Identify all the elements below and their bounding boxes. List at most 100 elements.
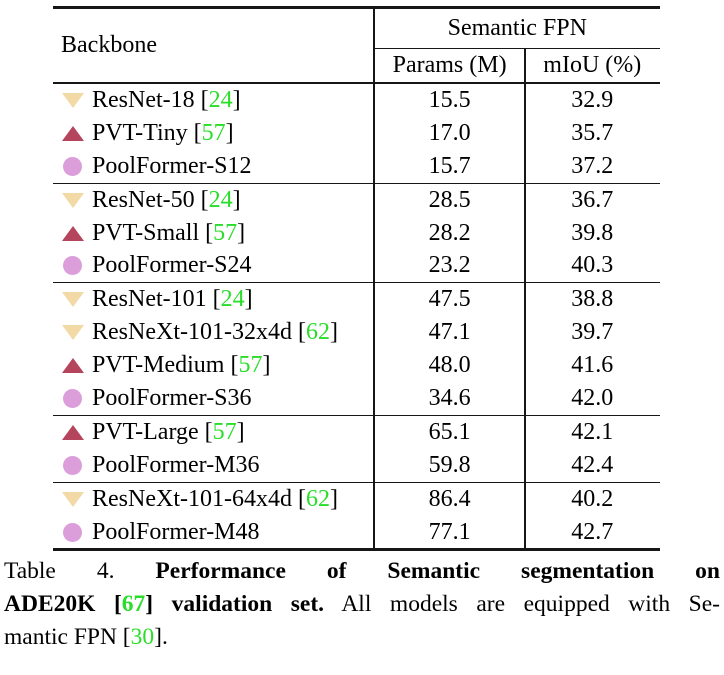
backbone-label: PoolFormer-M48 xyxy=(92,518,260,545)
backbone-cell: ResNet-18 [24] xyxy=(53,87,375,114)
backbone-label: PVT-Medium [57] xyxy=(92,352,271,379)
table-row: ResNet-18 [24] 15.5 32.9 xyxy=(53,84,660,117)
table-row: PVT-Large [57] 65.1 42.1 xyxy=(53,416,660,449)
backbone-label: PVT-Small [57] xyxy=(92,219,246,246)
semantic-fpn-column-group: Semantic FPN Params (M) mIoU (%) xyxy=(374,9,660,82)
miou-value: 38.8 xyxy=(571,286,614,313)
caption-bold-title: Performance of Semantic segmentation on xyxy=(155,558,720,585)
params-value: 65.1 xyxy=(428,418,471,445)
circle-icon xyxy=(60,255,85,277)
backbone-label: PoolFormer-S36 xyxy=(92,384,252,411)
backbone-cell: PVT-Small [57] xyxy=(53,220,375,247)
backbone-label: ResNeXt-101-64x4d [62] xyxy=(92,485,338,512)
backbone-cell: PoolFormer-S36 xyxy=(53,385,375,412)
params-value: 47.5 xyxy=(428,286,471,313)
table-row: PoolFormer-M48 77.1 42.7 xyxy=(53,516,660,549)
backbone-label: ResNet-101 [24] xyxy=(92,286,253,313)
model-group: ResNet-101 [24] 47.5 38.8 ResNeXt-101-32… xyxy=(53,283,660,416)
caption-line-3: mantic FPN [30]. xyxy=(4,621,720,654)
triangle-down-icon xyxy=(60,322,85,344)
citation-link[interactable]: 57 xyxy=(212,418,237,445)
table-body: ResNet-18 [24] 15.5 32.9 PVT-Tiny [57] 1… xyxy=(53,84,660,548)
circle-icon xyxy=(60,454,85,476)
params-value: 47.1 xyxy=(428,319,471,346)
backbone-cell: PVT-Medium [57] xyxy=(53,352,375,379)
backbone-cell: ResNeXt-101-32x4d [62] xyxy=(53,319,375,346)
miou-value: 39.8 xyxy=(571,219,614,246)
backbone-label: PoolFormer-S12 xyxy=(92,152,252,179)
triangle-down-icon xyxy=(60,488,85,510)
params-value: 15.7 xyxy=(428,152,471,179)
backbone-cell: ResNet-101 [24] xyxy=(53,286,375,313)
backbone-cell: PVT-Tiny [57] xyxy=(53,120,375,147)
backbone-label: PVT-Tiny [57] xyxy=(92,119,234,146)
backbone-label: ResNet-50 [24] xyxy=(92,186,241,213)
citation-link[interactable]: 24 xyxy=(220,286,245,313)
semantic-fpn-group-header: Semantic FPN xyxy=(374,9,660,49)
model-group: ResNeXt-101-64x4d [62] 86.4 40.2 PoolFor… xyxy=(53,483,660,549)
params-value: 48.0 xyxy=(428,352,471,379)
caption-bold-title: ADE20K [67] validation set. xyxy=(4,591,325,618)
triangle-down-icon xyxy=(60,189,85,211)
citation-link[interactable]: 24 xyxy=(208,86,233,113)
table-row: PVT-Medium [57] 48.0 41.6 xyxy=(53,349,660,382)
circle-icon xyxy=(60,155,85,177)
backbone-cell: PVT-Large [57] xyxy=(53,419,375,446)
citation-link[interactable]: 30 xyxy=(130,624,155,651)
params-value: 86.4 xyxy=(428,485,471,512)
citation-link[interactable]: 62 xyxy=(305,319,330,346)
table-row: PVT-Tiny [57] 17.0 35.7 xyxy=(53,117,660,150)
citation-link[interactable]: 57 xyxy=(238,352,263,379)
model-group: ResNet-18 [24] 15.5 32.9 PVT-Tiny [57] 1… xyxy=(53,84,660,184)
backbone-label: ResNet-18 [24] xyxy=(92,86,241,113)
table-row: PVT-Small [57] 28.2 39.8 xyxy=(53,217,660,250)
table-row: ResNet-50 [24] 28.5 36.7 xyxy=(53,184,660,217)
table-row: PoolFormer-S36 34.6 42.0 xyxy=(53,382,660,415)
params-value: 23.2 xyxy=(428,252,471,279)
citation-link[interactable]: 57 xyxy=(213,219,238,246)
miou-column-header: mIoU (%) xyxy=(543,52,642,78)
params-value: 77.1 xyxy=(428,518,471,545)
backbone-cell: PoolFormer-S12 xyxy=(53,153,375,180)
citation-link[interactable]: 67 xyxy=(121,591,146,618)
triangle-up-icon xyxy=(60,222,85,244)
miou-value: 32.9 xyxy=(571,86,614,113)
params-value: 34.6 xyxy=(428,384,471,411)
circle-icon xyxy=(60,387,85,409)
params-value: 28.2 xyxy=(428,219,471,246)
citation-link[interactable]: 24 xyxy=(208,186,233,213)
column-divider xyxy=(373,9,375,549)
results-table: Backbone Semantic FPN Params (M) mIoU (%… xyxy=(53,6,660,552)
caption-table-number: Table 4. xyxy=(4,558,115,585)
sub-header-row: Params (M) mIoU (%) xyxy=(375,49,660,82)
miou-value: 35.7 xyxy=(571,119,614,146)
backbone-column-header: Backbone xyxy=(61,32,157,58)
citation-link[interactable]: 62 xyxy=(305,485,330,512)
backbone-label: PoolFormer-M36 xyxy=(92,451,260,478)
caption-line-1: Table 4. Performance of Semantic segment… xyxy=(4,555,720,588)
params-value: 28.5 xyxy=(428,186,471,213)
backbone-cell: PoolFormer-S24 xyxy=(53,252,375,279)
backbone-label: PoolFormer-S24 xyxy=(92,252,252,279)
params-value: 17.0 xyxy=(428,119,471,146)
caption-body-text: All models are equipped with Se- xyxy=(341,591,720,618)
backbone-cell: ResNeXt-101-64x4d [62] xyxy=(53,486,375,513)
circle-icon xyxy=(60,521,85,543)
citation-link[interactable]: 57 xyxy=(201,119,226,146)
miou-value: 42.4 xyxy=(571,451,614,478)
table-row: ResNet-101 [24] 47.5 38.8 xyxy=(53,283,660,316)
miou-value: 39.7 xyxy=(571,319,614,346)
miou-value: 37.2 xyxy=(571,152,614,179)
params-column-header: Params (M) xyxy=(392,52,507,78)
backbone-cell: PoolFormer-M48 xyxy=(53,519,375,546)
table-header: Backbone Semantic FPN Params (M) mIoU (%… xyxy=(53,9,660,84)
column-divider xyxy=(524,49,526,549)
caption-line-2: ADE20K [67] validation set. All models a… xyxy=(4,588,720,621)
table-row: PoolFormer-S12 15.7 37.2 xyxy=(53,150,660,183)
table-caption: Table 4. Performance of Semantic segment… xyxy=(4,555,720,654)
params-value: 15.5 xyxy=(428,86,471,113)
model-group: PVT-Large [57] 65.1 42.1 PoolFormer-M36 … xyxy=(53,416,660,483)
miou-value: 42.0 xyxy=(571,384,614,411)
table-row: PoolFormer-S24 23.2 40.3 xyxy=(53,249,660,282)
table-row: ResNeXt-101-32x4d [62] 47.1 39.7 xyxy=(53,316,660,349)
